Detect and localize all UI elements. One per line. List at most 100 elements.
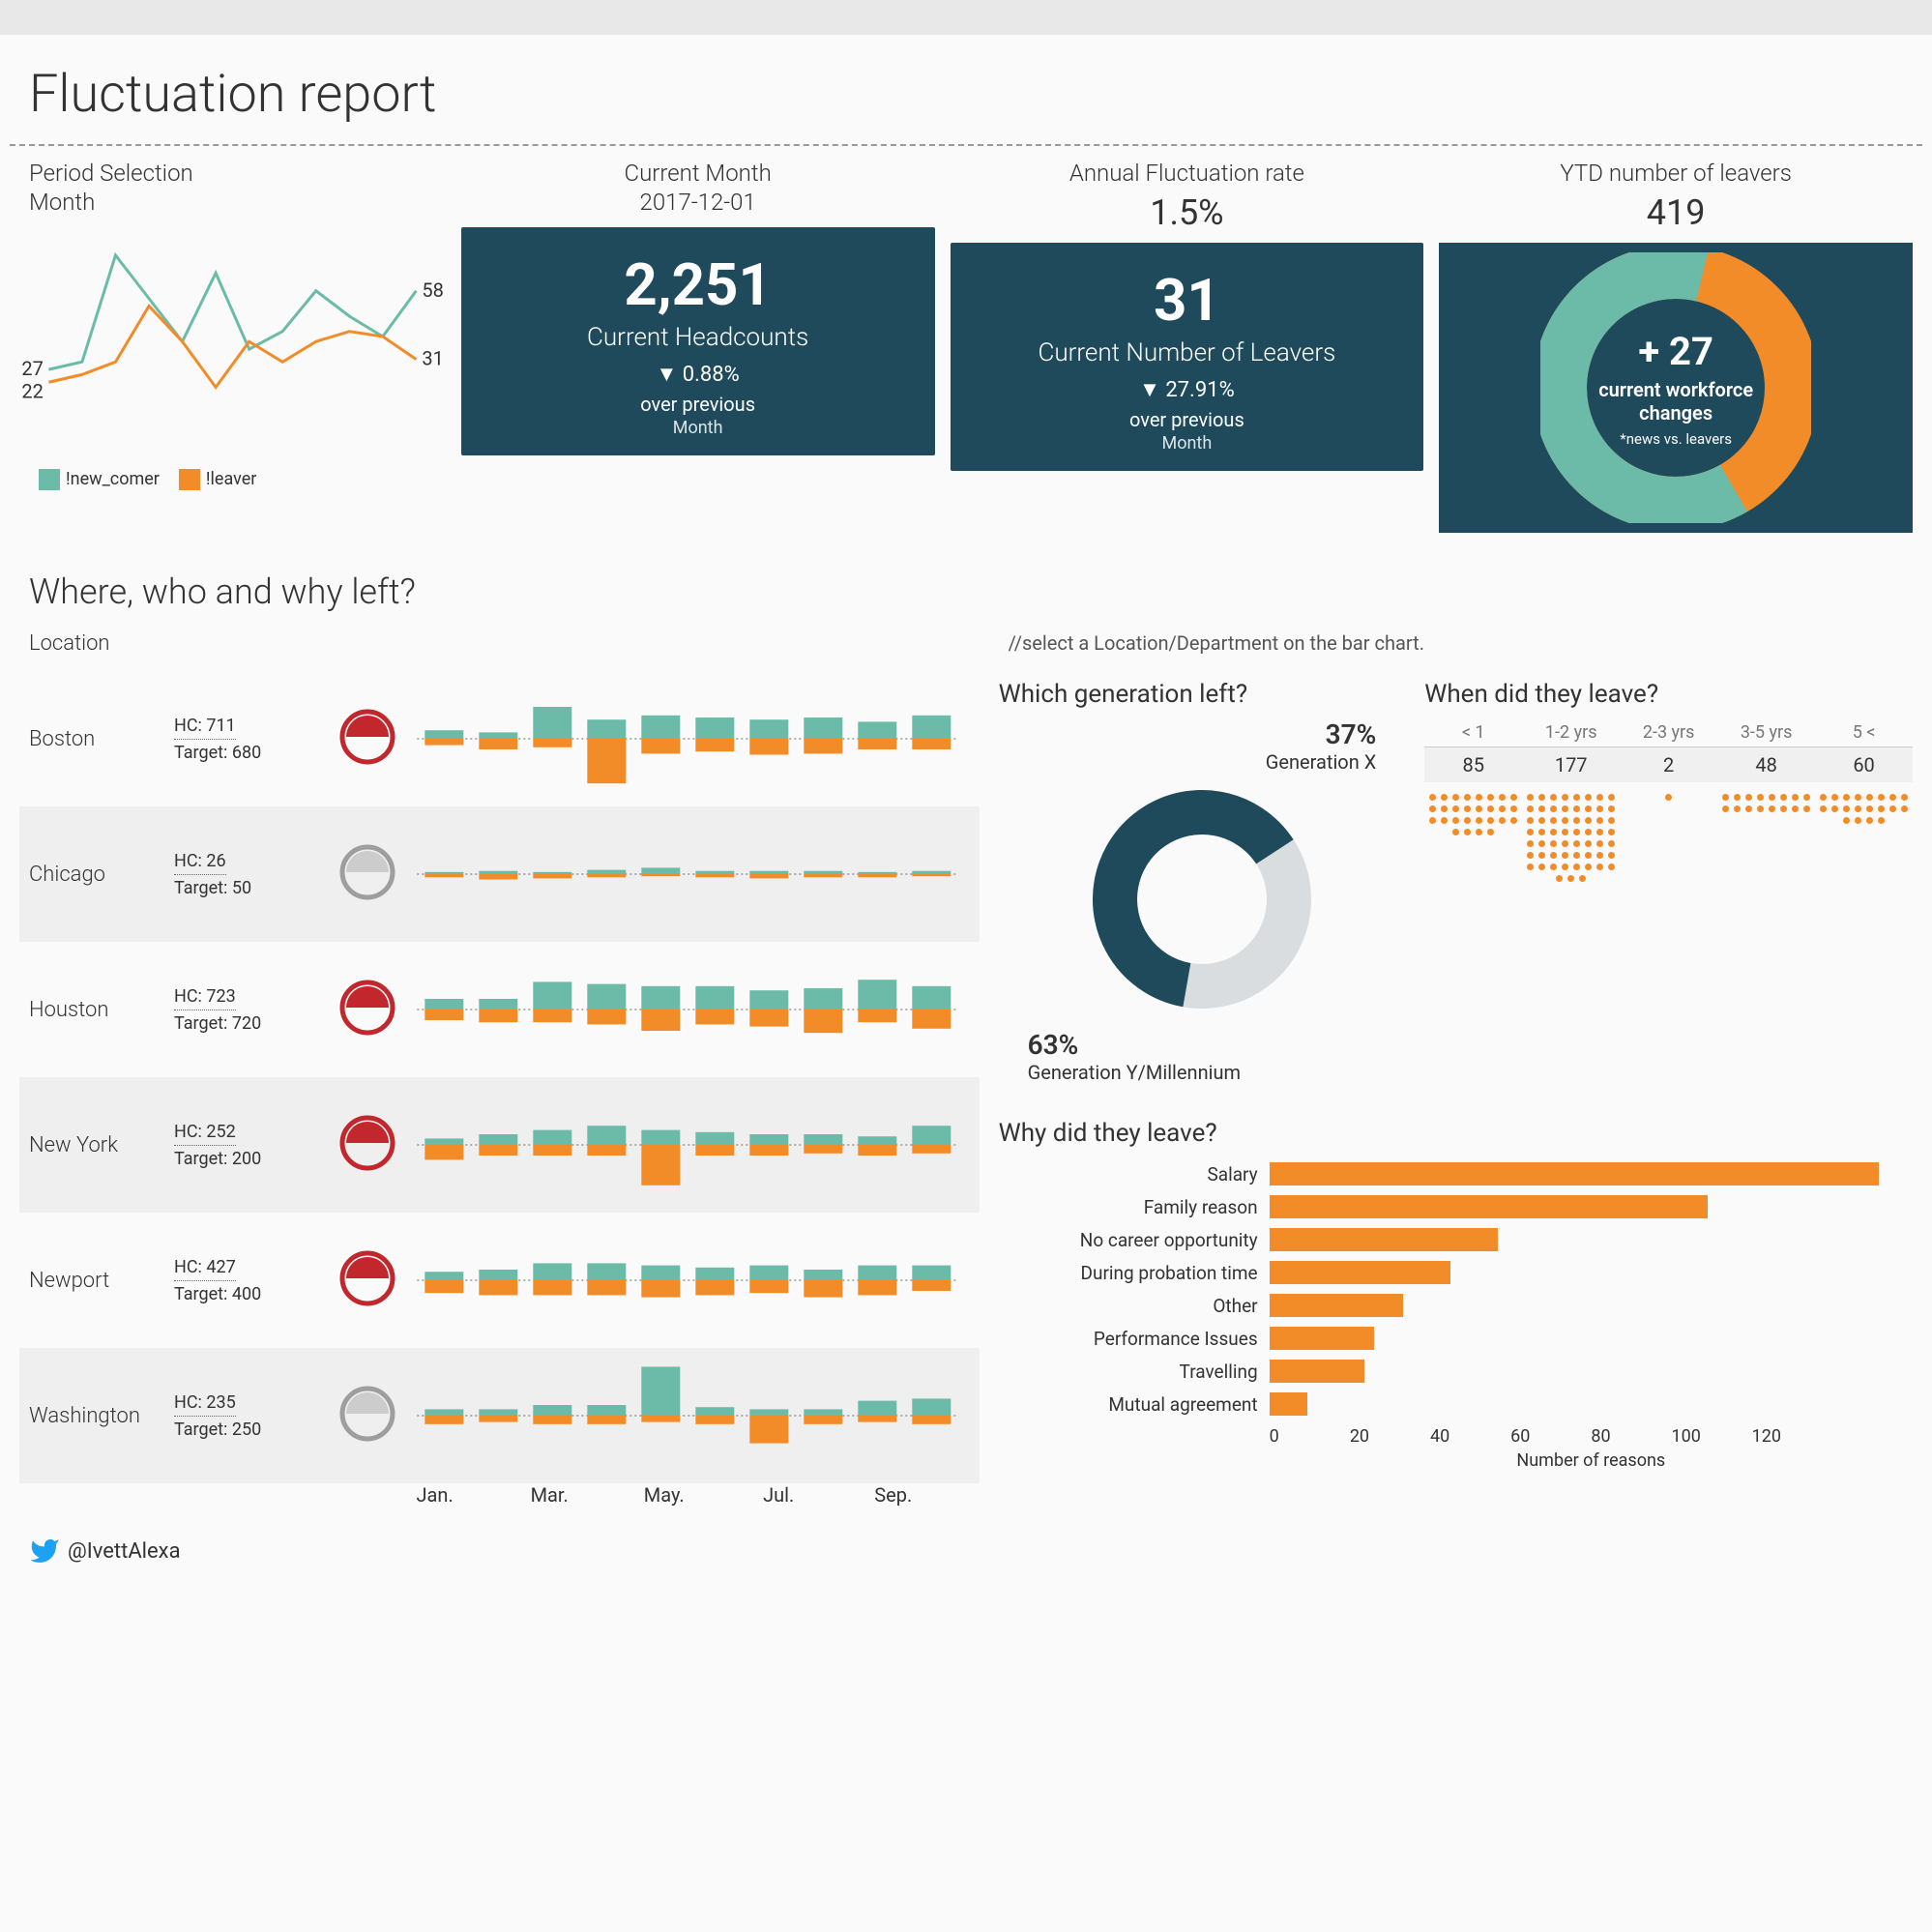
location-gauge — [338, 1249, 406, 1311]
leavers-label: Current Number of Leavers — [960, 338, 1415, 367]
ytd-title: YTD number of leavers — [1439, 156, 1913, 189]
leavers-period: Month — [960, 433, 1415, 454]
location-header: Location — [19, 622, 980, 671]
reason-bar-area — [1270, 1223, 1913, 1256]
location-name: Boston — [29, 727, 174, 751]
reason-bar — [1270, 1327, 1374, 1350]
legend-swatch-newcomer — [39, 469, 60, 490]
fluct-rate: 1.5% — [951, 189, 1424, 243]
location-row[interactable]: BostonHC: 711Target: 680 — [19, 671, 980, 806]
gen-bot-pct: 63% — [1028, 1029, 1406, 1061]
section2-title: Where, who and why left? — [0, 552, 1932, 622]
location-barchart[interactable] — [406, 1358, 970, 1474]
tenure-dotgrid — [1424, 794, 1913, 1084]
location-gauge — [338, 708, 406, 770]
reason-row[interactable]: Mutual agreement — [999, 1388, 1913, 1420]
generation-panel: Which generation left? 37% Generation X … — [999, 664, 1406, 1084]
leavers-panel: Annual Fluctuation rate 1.5% 31 Current … — [951, 156, 1424, 533]
footer: @IvettAlexa — [0, 1526, 1932, 1595]
location-row[interactable]: WashingtonHC: 235Target: 250 — [19, 1348, 980, 1483]
ytd-panel: YTD number of leavers 419 + 27 current w… — [1439, 156, 1913, 533]
headcount-value: 2,251 — [471, 250, 925, 319]
tenure-values: 8517724860 — [1424, 747, 1913, 782]
reason-bar-area — [1270, 1388, 1913, 1420]
reason-bar — [1270, 1261, 1450, 1284]
month-axis: Jan.Mar.May.Jul.Sep. — [19, 1483, 980, 1507]
reason-row[interactable]: No career opportunity — [999, 1223, 1913, 1256]
tenure-dot-column — [1522, 794, 1620, 1084]
headcount-label: Current Headcounts — [471, 323, 925, 352]
headcount-subtitle: 2017-12-01 — [461, 189, 935, 216]
headcount-over: over previous — [471, 393, 925, 416]
location-barchart[interactable] — [406, 951, 970, 1068]
reason-row[interactable]: Family reason — [999, 1190, 1913, 1223]
reason-bar — [1270, 1195, 1708, 1218]
period-panel: Period Selection Month 58312722 !new_com… — [19, 156, 446, 533]
location-meta: HC: 427Target: 400 — [174, 1254, 338, 1307]
tenure-header: < 11-2 yrs2-3 yrs3-5 yrs5 < — [1424, 718, 1913, 747]
reason-bar — [1270, 1360, 1365, 1383]
reason-bar-area — [1270, 1289, 1913, 1322]
leavers-delta: ▼ 27.91% — [960, 377, 1415, 402]
location-meta: HC: 252Target: 200 — [174, 1119, 338, 1172]
reason-label: Salary — [999, 1163, 1270, 1186]
reason-bar-area — [1270, 1157, 1913, 1190]
reason-bar — [1270, 1294, 1403, 1317]
location-row[interactable]: HoustonHC: 723Target: 720 — [19, 942, 980, 1077]
headcount-period: Month — [471, 418, 925, 438]
location-name: New York — [29, 1133, 174, 1157]
period-label: Period Selection — [19, 156, 446, 189]
reason-bar-area — [1270, 1355, 1913, 1388]
reason-row[interactable]: Other — [999, 1289, 1913, 1322]
reason-label: Travelling — [999, 1361, 1270, 1383]
leavers-value: 31 — [960, 266, 1415, 335]
period-sparkline[interactable]: 58312722 — [19, 216, 446, 457]
analysis-column: //select a Location/Department on the ba… — [999, 622, 1913, 1507]
location-gauge — [338, 1114, 406, 1176]
location-barchart[interactable] — [406, 1222, 970, 1338]
headcount-panel: Current Month 2017-12-01 2,251 Current H… — [461, 156, 935, 533]
top-bar — [0, 0, 1932, 35]
generation-donut[interactable] — [1076, 774, 1328, 1025]
location-name: Houston — [29, 998, 174, 1022]
reason-bar-area — [1270, 1190, 1913, 1223]
location-row[interactable]: NewportHC: 427Target: 400 — [19, 1213, 980, 1348]
location-barchart[interactable] — [406, 681, 970, 797]
location-barchart[interactable] — [406, 1087, 970, 1203]
page-title: Fluctuation report — [29, 64, 1903, 125]
reason-bar-area — [1270, 1322, 1913, 1355]
ytd-donut-center: + 27 current workforce changes *news vs.… — [1569, 329, 1782, 448]
tenure-dot-column — [1815, 794, 1913, 1084]
location-row[interactable]: New YorkHC: 252Target: 200 — [19, 1077, 980, 1213]
footer-handle[interactable]: @IvettAlexa — [68, 1539, 181, 1564]
ytd-center-value: + 27 — [1569, 329, 1782, 374]
reason-bar — [1270, 1392, 1307, 1416]
tenure-dot-column — [1620, 794, 1717, 1084]
reason-label: Family reason — [999, 1196, 1270, 1218]
twitter-icon — [29, 1536, 60, 1566]
tenure-dot-column — [1424, 794, 1522, 1084]
reason-bar-area — [1270, 1256, 1913, 1289]
reason-row[interactable]: Performance Issues — [999, 1322, 1913, 1355]
reason-label: Mutual agreement — [999, 1393, 1270, 1416]
leavers-over: over previous — [960, 408, 1415, 431]
reason-label: During probation time — [999, 1262, 1270, 1284]
tenure-dot-column — [1717, 794, 1815, 1084]
location-row[interactable]: ChicagoHC: 26Target: 50 — [19, 806, 980, 942]
reason-label: No career opportunity — [999, 1229, 1270, 1251]
headcount-title: Current Month — [461, 156, 935, 189]
reason-row[interactable]: Travelling — [999, 1355, 1913, 1388]
ytd-center-l3: *news vs. leavers — [1569, 430, 1782, 448]
location-barchart[interactable] — [406, 816, 970, 932]
location-gauge — [338, 843, 406, 905]
tenure-title: When did they leave? — [1424, 664, 1913, 718]
reasons-axis-label: Number of reasons — [999, 1450, 1913, 1471]
reason-label: Other — [999, 1295, 1270, 1317]
reasons-panel: Why did they leave? Salary Family reason N… — [999, 1103, 1913, 1471]
period-unit: Month — [19, 189, 446, 216]
reason-row[interactable]: During probation time — [999, 1256, 1913, 1289]
period-legend: !new_comer !leaver — [19, 461, 446, 490]
reason-row[interactable]: Salary — [999, 1157, 1913, 1190]
location-gauge — [338, 1385, 406, 1447]
reasons-title: Why did they leave? — [999, 1103, 1913, 1157]
